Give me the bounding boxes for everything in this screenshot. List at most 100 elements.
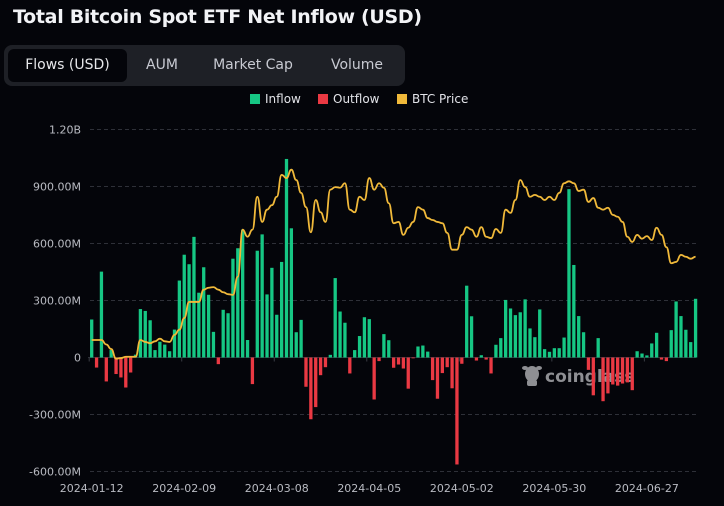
outflow-bar[interactable] bbox=[216, 357, 220, 365]
outflow-bar[interactable] bbox=[124, 357, 128, 388]
inflow-bar[interactable] bbox=[182, 254, 186, 358]
inflow-bar[interactable] bbox=[211, 331, 216, 358]
inflow-bar[interactable] bbox=[689, 342, 693, 358]
outflow-bar[interactable] bbox=[474, 357, 479, 361]
inflow-bar[interactable] bbox=[260, 234, 264, 358]
inflow-bar[interactable] bbox=[172, 329, 177, 358]
inflow-bar[interactable] bbox=[333, 278, 337, 358]
outflow-bar[interactable] bbox=[318, 357, 323, 376]
inflow-bar[interactable] bbox=[158, 341, 162, 358]
outflow-bar[interactable] bbox=[401, 357, 406, 369]
inflow-bar[interactable] bbox=[635, 351, 639, 358]
outflow-bar[interactable] bbox=[314, 357, 318, 408]
inflow-bar[interactable] bbox=[416, 346, 420, 358]
outflow-bar[interactable] bbox=[435, 357, 440, 399]
inflow-bar[interactable] bbox=[465, 285, 469, 358]
inflow-bar[interactable] bbox=[552, 348, 556, 358]
inflow-bar[interactable] bbox=[245, 340, 250, 358]
inflow-bar[interactable] bbox=[338, 311, 342, 358]
inflow-bar[interactable] bbox=[426, 351, 430, 358]
inflow-bar[interactable] bbox=[241, 229, 245, 358]
inflow-bar[interactable] bbox=[640, 353, 644, 358]
outflow-bar[interactable] bbox=[396, 357, 401, 365]
inflow-bar[interactable] bbox=[523, 299, 527, 358]
inflow-bar[interactable] bbox=[284, 158, 289, 358]
inflow-bar[interactable] bbox=[674, 301, 678, 358]
outflow-bar[interactable] bbox=[250, 357, 255, 385]
inflow-bar[interactable] bbox=[289, 228, 294, 358]
inflow-bar[interactable] bbox=[494, 344, 498, 358]
outflow-bar[interactable] bbox=[620, 357, 625, 384]
outflow-bar[interactable] bbox=[606, 357, 610, 394]
inflow-bar[interactable] bbox=[357, 336, 362, 358]
inflow-bar[interactable] bbox=[596, 338, 600, 358]
inflow-bar[interactable] bbox=[499, 338, 503, 358]
inflow-bar[interactable] bbox=[693, 298, 698, 358]
inflow-bar[interactable] bbox=[367, 319, 371, 358]
legend-outflow[interactable]: Outflow bbox=[318, 92, 379, 106]
outflow-bar[interactable] bbox=[616, 357, 620, 386]
outflow-bar[interactable] bbox=[430, 357, 435, 381]
outflow-bar[interactable] bbox=[406, 357, 410, 389]
outflow-bar[interactable] bbox=[104, 357, 108, 382]
inflow-bar[interactable] bbox=[684, 329, 688, 358]
inflow-bar[interactable] bbox=[353, 350, 357, 358]
inflow-bar[interactable] bbox=[513, 315, 518, 358]
legend-btc-price[interactable]: BTC Price bbox=[397, 92, 468, 106]
inflow-bar[interactable] bbox=[547, 351, 552, 358]
inflow-bar[interactable] bbox=[167, 351, 172, 358]
inflow-bar[interactable] bbox=[206, 294, 211, 358]
outflow-bar[interactable] bbox=[372, 357, 376, 400]
inflow-bar[interactable] bbox=[148, 320, 152, 358]
outflow-bar[interactable] bbox=[455, 357, 459, 465]
inflow-bar[interactable] bbox=[109, 349, 113, 358]
outflow-bar[interactable] bbox=[323, 357, 328, 368]
inflow-bar[interactable] bbox=[645, 355, 649, 358]
inflow-bar[interactable] bbox=[328, 354, 332, 358]
outflow-bar[interactable] bbox=[440, 357, 444, 374]
outflow-bar[interactable] bbox=[391, 357, 396, 368]
inflow-bar[interactable] bbox=[533, 337, 537, 358]
tab-aum[interactable]: AUM bbox=[146, 57, 178, 73]
inflow-bar[interactable] bbox=[581, 332, 586, 358]
outflow-bar[interactable] bbox=[450, 357, 454, 389]
inflow-bar[interactable] bbox=[572, 264, 576, 358]
inflow-bar[interactable] bbox=[567, 189, 571, 358]
tab-market-cap[interactable]: Market Cap bbox=[213, 57, 293, 73]
outflow-bar[interactable] bbox=[377, 357, 381, 362]
inflow-bar[interactable] bbox=[362, 317, 367, 358]
outflow-bar[interactable] bbox=[460, 357, 464, 364]
inflow-bar[interactable] bbox=[163, 344, 167, 358]
inflow-bar[interactable] bbox=[197, 292, 201, 358]
outflow-bar[interactable] bbox=[601, 357, 605, 402]
inflow-bar[interactable] bbox=[387, 340, 391, 358]
inflow-bar[interactable] bbox=[221, 309, 225, 358]
inflow-bar[interactable] bbox=[153, 350, 157, 358]
legend-inflow[interactable]: Inflow bbox=[250, 92, 301, 106]
outflow-bar[interactable] bbox=[489, 357, 493, 374]
inflow-bar[interactable] bbox=[679, 316, 683, 358]
inflow-bar[interactable] bbox=[382, 334, 386, 358]
inflow-bar[interactable] bbox=[177, 280, 182, 358]
inflow-bar[interactable] bbox=[275, 314, 279, 358]
inflow-bar[interactable] bbox=[562, 337, 566, 358]
outflow-bar[interactable] bbox=[611, 357, 615, 385]
inflow-bar[interactable] bbox=[528, 328, 532, 358]
outflow-bar[interactable] bbox=[591, 357, 595, 396]
inflow-bar[interactable] bbox=[270, 267, 274, 358]
tab-flows[interactable]: Flows (USD) bbox=[8, 49, 127, 82]
outflow-bar[interactable] bbox=[664, 357, 669, 362]
inflow-bar[interactable] bbox=[469, 316, 474, 358]
outflow-bar[interactable] bbox=[411, 357, 415, 359]
outflow-bar[interactable] bbox=[484, 357, 488, 360]
inflow-bar[interactable] bbox=[265, 294, 269, 358]
inflow-bar[interactable] bbox=[479, 355, 483, 358]
inflow-bar[interactable] bbox=[650, 343, 654, 358]
inflow-bar[interactable] bbox=[143, 310, 147, 358]
outflow-bar[interactable] bbox=[114, 357, 118, 375]
inflow-bar[interactable] bbox=[279, 261, 284, 358]
outflow-bar[interactable] bbox=[625, 357, 630, 383]
inflow-bar[interactable] bbox=[90, 319, 94, 358]
tab-volume[interactable]: Volume bbox=[330, 57, 384, 73]
inflow-bar[interactable] bbox=[231, 258, 235, 358]
